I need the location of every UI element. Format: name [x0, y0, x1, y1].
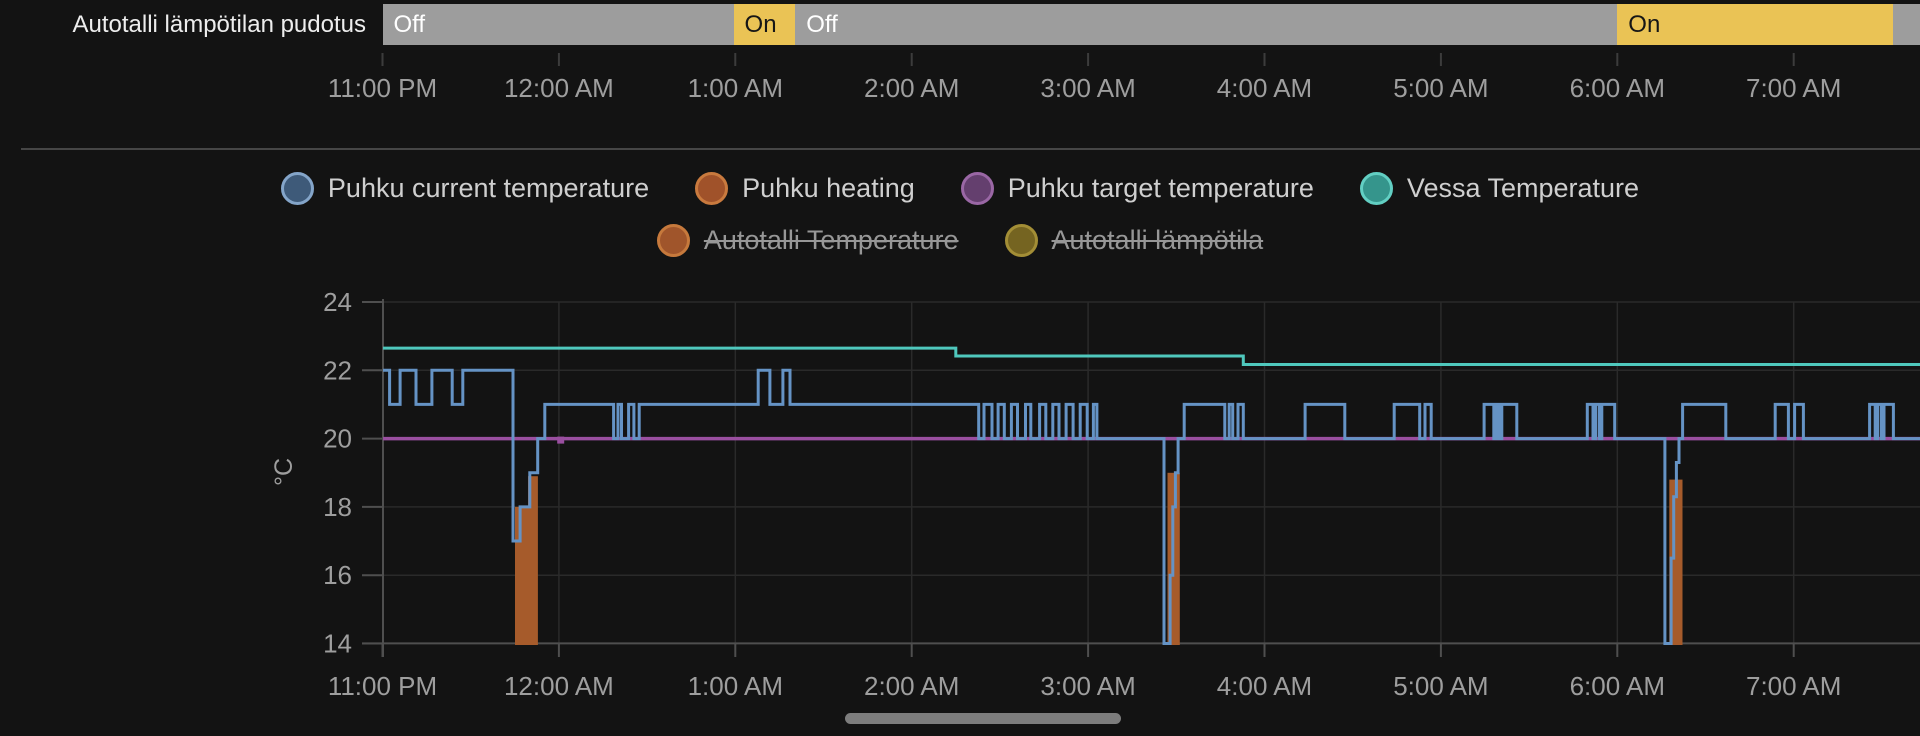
y-tick-label: 24 — [323, 287, 352, 317]
y-tick-label: 14 — [323, 629, 352, 659]
entity-name: Autotalli lämpötilan pudotus — [72, 11, 366, 38]
legend-row: Autotalli Temperature Autotalli lämpötila — [656, 218, 1264, 262]
y-tick-label: 20 — [323, 424, 352, 454]
series-puhku-current-temperature[interactable] — [383, 368, 1920, 645]
state-segment-off[interactable]: Off — [795, 4, 1618, 45]
legend-series-dot — [960, 171, 994, 205]
legend-series-dot — [1359, 171, 1393, 205]
state-timeline: Off On Off On — [0, 4, 1920, 45]
x-tick-label: 2:00 AM — [864, 671, 959, 701]
y-tick-label: 22 — [323, 355, 352, 385]
legend-item[interactable]: Autotalli Temperature — [656, 223, 959, 257]
legend-row: Puhku current temperature Puhku heating Pu… — [280, 166, 1640, 210]
x-tick-label: 12:00 AM — [504, 671, 614, 701]
legend-item[interactable]: Autotalli lämpötila — [1004, 223, 1264, 257]
state-segment-on[interactable]: On — [733, 4, 796, 45]
series-puhku-heating[interactable] — [515, 472, 1683, 645]
legend-series-dot — [1004, 223, 1038, 257]
state-segment-off[interactable] — [1893, 4, 1920, 45]
y-tick-label: 16 — [323, 560, 352, 590]
x-tick-label: 3:00 AM — [1040, 73, 1135, 103]
legend-item[interactable]: Vessa Temperature — [1359, 171, 1640, 205]
legend-series-dot — [280, 171, 314, 205]
section-divider — [21, 148, 1920, 150]
grid — [383, 301, 1920, 644]
x-tick-label: 6:00 AM — [1570, 73, 1665, 103]
legend-series-label: Vessa Temperature — [1406, 172, 1640, 203]
legend-series-label: Puhku heating — [742, 172, 915, 203]
horizontal-scrollbar-thumb[interactable] — [845, 713, 1121, 724]
state-segment-off[interactable]: Off — [382, 4, 734, 45]
legend-item[interactable]: Puhku target temperature — [960, 171, 1314, 205]
legend-series-dot — [695, 171, 729, 205]
axes — [362, 53, 1920, 657]
series-marker — [557, 436, 565, 444]
legend-item[interactable]: Puhku heating — [695, 171, 915, 205]
x-tick-label: 5:00 AM — [1393, 73, 1488, 103]
legend-series-label: Autotalli Temperature — [703, 224, 959, 255]
legend-item[interactable]: Puhku current temperature — [280, 171, 650, 205]
x-tick-label: 2:00 AM — [864, 73, 959, 103]
chart-legend: Puhku current temperature Puhku heating Pu… — [0, 166, 1920, 262]
x-tick-label: 4:00 AM — [1217, 671, 1312, 701]
series-vessa-temperature[interactable] — [383, 346, 1920, 366]
y-axis-unit: °C — [270, 458, 298, 486]
state-segment-on[interactable]: On — [1617, 4, 1894, 45]
legend-series-label: Autotalli lämpötila — [1051, 224, 1264, 255]
axis-labels: 14 16 18 20 22 24 11:00 PM 11:00 PM 12:00 AM 12:0… — [270, 73, 1841, 701]
x-tick-label: 11:00 PM — [328, 73, 437, 103]
legend-series-label: Puhku current temperature — [327, 172, 650, 203]
x-tick-label: 11:00 PM — [328, 671, 437, 701]
series-group — [383, 346, 1920, 645]
x-tick-label: 6:00 AM — [1570, 671, 1665, 701]
x-tick-label: 7:00 AM — [1746, 671, 1841, 701]
legend-series-label: Puhku target temperature — [1007, 172, 1314, 203]
x-tick-label: 12:00 AM — [504, 73, 614, 103]
entity-history-bar: Autotalli lämpötilan pudotus Off On Off On — [0, 0, 1920, 50]
x-tick-label: 4:00 AM — [1217, 73, 1312, 103]
x-tick-label: 3:00 AM — [1040, 671, 1135, 701]
legend-series-dot — [656, 223, 690, 257]
x-tick-label: 7:00 AM — [1746, 73, 1841, 103]
x-tick-label: 1:00 AM — [688, 671, 783, 701]
x-tick-label: 5:00 AM — [1393, 671, 1488, 701]
y-tick-label: 18 — [323, 492, 352, 522]
x-tick-label: 1:00 AM — [688, 73, 783, 103]
